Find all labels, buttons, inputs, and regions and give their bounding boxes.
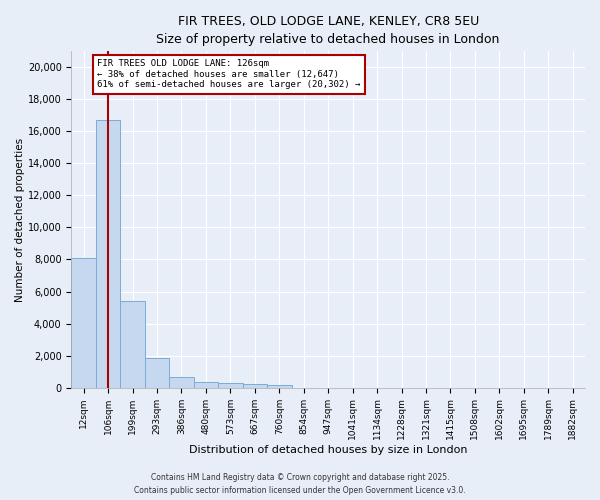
Bar: [96, 120, 120, 388]
Bar: [267, 385, 292, 388]
Text: FIR TREES OLD LODGE LANE: 126sqm
← 38% of detached houses are smaller (12,647)
6: FIR TREES OLD LODGE LANE: 126sqm ← 38% o…: [97, 60, 361, 89]
Bar: [120, 301, 145, 388]
Text: Contains HM Land Registry data © Crown copyright and database right 2025.
Contai: Contains HM Land Registry data © Crown c…: [134, 474, 466, 495]
Bar: [169, 377, 194, 388]
Bar: [194, 382, 218, 388]
Bar: [218, 384, 242, 388]
Bar: [71, 258, 96, 388]
Title: FIR TREES, OLD LODGE LANE, KENLEY, CR8 5EU
Size of property relative to detached: FIR TREES, OLD LODGE LANE, KENLEY, CR8 5…: [157, 15, 500, 46]
X-axis label: Distribution of detached houses by size in London: Distribution of detached houses by size …: [189, 445, 467, 455]
Y-axis label: Number of detached properties: Number of detached properties: [15, 138, 25, 302]
Bar: [242, 384, 267, 388]
Bar: [145, 358, 169, 388]
